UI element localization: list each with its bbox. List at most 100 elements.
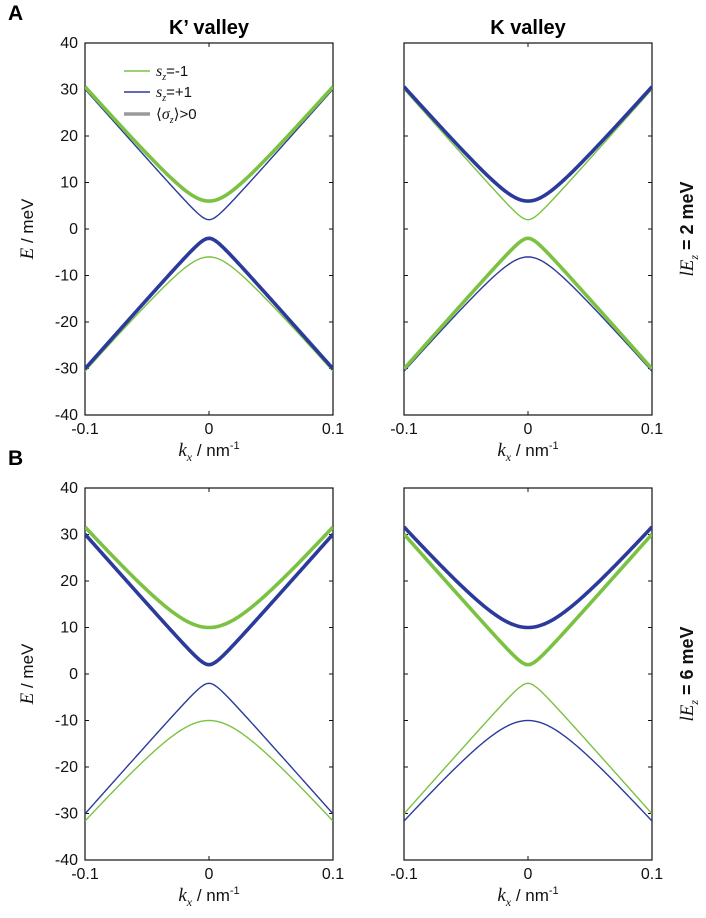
y-tick-label: 40	[60, 35, 78, 52]
legend-label-1: sz=-1	[156, 63, 188, 83]
legend-bracket-close: ⟩	[174, 105, 180, 123]
legend-math: s	[156, 84, 162, 101]
band-curve-s-z-1-valence	[85, 719, 333, 822]
legend-bracket-open: ⟨	[156, 105, 162, 123]
band-curve-s-z-1-conduction	[404, 532, 652, 667]
x-axis-label-sup: -1	[230, 440, 240, 452]
band-curve-s-z-1-valence	[404, 682, 652, 815]
x-axis-label-sub: x	[186, 450, 193, 464]
x-axis-label-sub: x	[186, 895, 193, 909]
band-curve-s-z-1-conduction	[404, 525, 652, 630]
plot-frame	[403, 487, 653, 861]
row-label-lez-6-mev: lEz = 6 meV	[677, 626, 701, 721]
y-tick-label: -20	[55, 759, 78, 776]
y-tick-label: -40	[55, 407, 78, 424]
chart-panel-b-k-prime: 40 30 20 10 0 -10 -20 -30 -40-0.1 0 0.1 kx / nm-1 E …	[17, 480, 344, 909]
panel-letter-b: B	[8, 447, 23, 470]
y-axis-label-math: E	[17, 247, 38, 260]
x-tick-label: 0.1	[641, 866, 663, 883]
x-axis-label: kx / nm-1	[497, 440, 558, 464]
band-curve-s-z-1-conduction	[85, 88, 333, 221]
x-axis-label-math: k	[178, 440, 187, 461]
row-label-sub: z	[687, 255, 701, 261]
y-tick-label: 10	[60, 175, 78, 192]
band-curve-s-z-1-valence	[404, 256, 652, 372]
legend-math: s	[156, 63, 162, 80]
x-axis-label-sup: -1	[549, 885, 559, 897]
y-tick-label: -30	[55, 806, 78, 823]
y-axis-label-text: / meV	[18, 643, 37, 693]
x-axis-label: kx / nm-1	[178, 885, 239, 909]
y-tick-label: 20	[60, 128, 78, 145]
x-axis-label-text: / nm	[192, 441, 230, 460]
legend-sub: z	[161, 93, 166, 104]
x-axis-label-text: / nm	[511, 886, 549, 905]
plot-frame	[403, 42, 653, 416]
y-tick-label: -10	[55, 713, 78, 730]
x-axis-label-math: k	[497, 440, 506, 461]
column-title-k-prime-valley: K’ valley	[169, 17, 250, 39]
legend-text: =+1	[166, 84, 192, 101]
row-label-text: = 2 meV	[677, 181, 697, 255]
band-curve-s-z-1-conduction	[85, 525, 333, 630]
x-tick-label: 0.1	[322, 866, 344, 883]
column-title-k-valley: K valley	[490, 17, 566, 39]
legend-label-2: sz=+1	[156, 84, 192, 104]
y-tick-label: 0	[69, 221, 78, 238]
x-axis-label-math: k	[497, 885, 506, 906]
x-tick-label: 0	[205, 421, 214, 438]
legend: sz=-1sz=+1⟨σz⟩>0	[124, 63, 197, 126]
band-curve-s-z-1-valence	[85, 256, 333, 372]
x-tick-label: -0.1	[71, 866, 99, 883]
x-axis-label-math: k	[178, 885, 187, 906]
legend-sub: z	[169, 115, 174, 126]
band-curve-s-z-1-conduction	[404, 85, 652, 203]
y-axis-label: E / meV	[17, 198, 38, 260]
x-tick-label: 0	[205, 866, 214, 883]
y-tick-label: -20	[55, 314, 78, 331]
y-tick-label: 30	[60, 527, 78, 544]
y-axis-label-text: / meV	[18, 198, 37, 248]
x-axis-label-sub: x	[505, 450, 512, 464]
chart-panel-b-k: -0.1 0 0.1 kx / nm-1	[390, 487, 663, 909]
x-axis-label-sup: -1	[230, 885, 240, 897]
legend-sub: z	[161, 72, 166, 83]
row-label-text: = 6 meV	[677, 626, 697, 700]
y-tick-label: 20	[60, 573, 78, 590]
row-label-math: lE	[677, 704, 698, 721]
x-axis-label: kx / nm-1	[178, 440, 239, 464]
band-curve-s-z-1-conduction	[404, 88, 652, 221]
band-curve-s-z-1-valence	[404, 719, 652, 822]
band-curve-s-z-1-conduction	[85, 85, 333, 203]
x-axis-label: kx / nm-1	[497, 885, 558, 909]
y-tick-label: 30	[60, 82, 78, 99]
row-label-lez-2-mev: lEz = 2 meV	[677, 181, 701, 276]
x-tick-label: 0	[524, 866, 533, 883]
x-tick-label: -0.1	[390, 866, 418, 883]
y-tick-label: -10	[55, 268, 78, 285]
y-tick-label: 40	[60, 480, 78, 497]
y-tick-label: 0	[69, 666, 78, 683]
legend-label-3: ⟨σz⟩>0	[156, 105, 197, 126]
y-tick-label: -40	[55, 852, 78, 869]
band-curve-s-z-1-valence	[85, 236, 333, 371]
band-curve-s-z-1-valence	[85, 682, 333, 815]
y-tick-label: 10	[60, 620, 78, 637]
legend-math: σ	[162, 106, 171, 123]
plot-frame	[84, 487, 334, 861]
x-tick-label: -0.1	[71, 421, 99, 438]
chart-panel-a-k: -0.1 0 0.1 kx / nm-1	[390, 42, 663, 464]
y-tick-label: -30	[55, 361, 78, 378]
legend-text: >0	[180, 106, 197, 123]
x-tick-label: 0.1	[641, 421, 663, 438]
legend-text: =-1	[166, 63, 188, 80]
x-tick-label: 0	[524, 421, 533, 438]
y-axis-label-math: E	[17, 692, 38, 705]
x-axis-label-sub: x	[505, 895, 512, 909]
x-axis-label-sup: -1	[549, 440, 559, 452]
x-axis-label-text: / nm	[511, 441, 549, 460]
chart-panel-a-k-prime: 40 30 20 10 0 -10 -20 -30 -40-0.1 0 0.1 kx / nm-1 E …	[17, 35, 344, 464]
x-tick-label: -0.1	[390, 421, 418, 438]
panel-letter-a: A	[8, 2, 23, 25]
